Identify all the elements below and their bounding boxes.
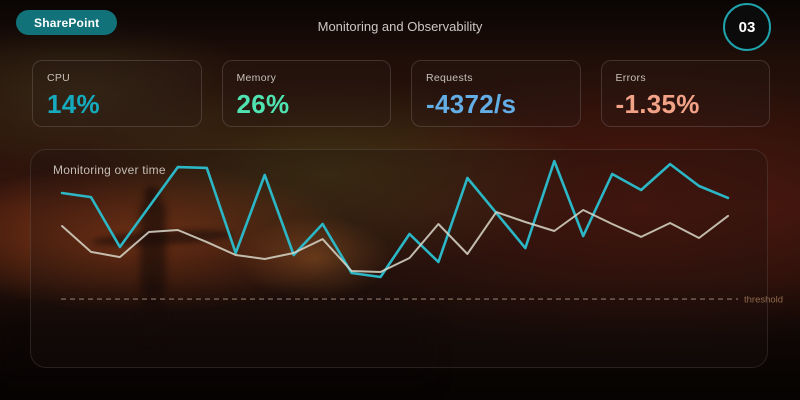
shore-shadow — [0, 322, 430, 382]
stat-card-memory: Memory 26% — [221, 60, 391, 127]
stat-label: Errors — [615, 72, 646, 84]
monitoring-chart: threshold — [60, 159, 783, 306]
monitoring-panel: Monitoring over time threshold — [30, 149, 783, 368]
sharepoint-badge[interactable]: SharePoint — [16, 10, 118, 35]
stat-cards-row: CPU 14% Memory 26% Requests -4372/s Erro… — [32, 60, 770, 127]
threshold-label: threshold — [744, 295, 783, 306]
stat-card-requests: Requests -4372/s — [411, 60, 581, 127]
chart-series-secondary — [61, 209, 729, 273]
stat-label: CPU — [47, 72, 71, 84]
stat-label: Requests — [426, 72, 473, 84]
panel-title: Monitoring over time — [53, 163, 166, 177]
stat-label: Memory — [236, 72, 277, 84]
stat-value: -4372/s — [426, 89, 517, 119]
chart-series-primary — [60, 159, 730, 279]
stat-card-cpu: CPU 14% — [32, 60, 202, 127]
stat-value: -1.35% — [615, 89, 700, 119]
stat-card-errors: Errors -1.35% — [600, 60, 770, 127]
stat-value: 14% — [47, 89, 100, 119]
stat-value: 26% — [236, 89, 290, 119]
page-title: Monitoring and Observability — [317, 19, 483, 34]
page-number-badge: 03 — [723, 3, 771, 51]
